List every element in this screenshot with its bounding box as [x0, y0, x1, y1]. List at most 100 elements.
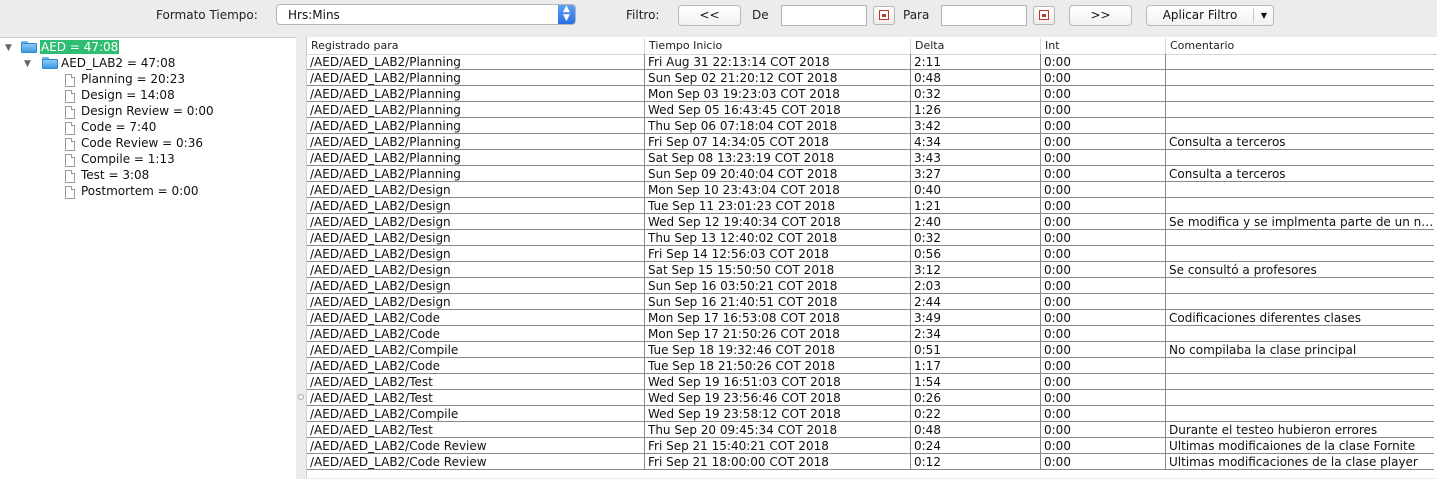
- cell-int[interactable]: 0:00: [1041, 246, 1166, 262]
- cell-comment[interactable]: [1166, 198, 1435, 214]
- cell-comment[interactable]: Ultimas modificaciones de la clase playe…: [1166, 454, 1435, 470]
- cell-int[interactable]: 0:00: [1041, 454, 1166, 470]
- divider-handle-icon[interactable]: [298, 394, 304, 400]
- cell-registered-for[interactable]: /AED/AED_LAB2/Planning: [307, 54, 645, 70]
- cell-registered-for[interactable]: /AED/AED_LAB2/Design: [307, 214, 645, 230]
- cell-int[interactable]: 0:00: [1041, 294, 1166, 310]
- cell-int[interactable]: 0:00: [1041, 102, 1166, 118]
- cell-comment[interactable]: No compilaba la clase principal: [1166, 342, 1435, 358]
- table-row[interactable]: /AED/AED_LAB2/Test Wed Sep 19 16:51:03 CO…: [307, 374, 1435, 390]
- cell-registered-for[interactable]: /AED/AED_LAB2/Design: [307, 294, 645, 310]
- cell-start-time[interactable]: Wed Sep 12 19:40:34 COT 2018: [645, 214, 911, 230]
- cell-comment[interactable]: [1166, 294, 1435, 310]
- cell-comment[interactable]: [1166, 182, 1435, 198]
- cell-start-time[interactable]: Wed Sep 05 16:43:45 COT 2018: [645, 102, 911, 118]
- table-row[interactable]: /AED/AED_LAB2/Code Mon Sep 17 21:50:26 CO…: [307, 326, 1435, 342]
- tree-phase-node[interactable]: Test = 3:08: [81, 168, 150, 182]
- cell-comment[interactable]: [1166, 326, 1435, 342]
- from-date-field[interactable]: [781, 5, 867, 26]
- to-calendar-button[interactable]: [1033, 6, 1055, 25]
- previous-period-button[interactable]: <<: [678, 5, 741, 26]
- cell-delta[interactable]: 0:56: [911, 246, 1041, 262]
- cell-registered-for[interactable]: /AED/AED_LAB2/Design: [307, 182, 645, 198]
- table-row[interactable]: /AED/AED_LAB2/Planning Fri Aug 31 22:13:1…: [307, 54, 1435, 70]
- vertical-scrollbar[interactable]: [1434, 55, 1437, 478]
- tree-phase-node[interactable]: Code Review = 0:36: [81, 136, 203, 150]
- cell-int[interactable]: 0:00: [1041, 86, 1166, 102]
- cell-registered-for[interactable]: /AED/AED_LAB2/Design: [307, 230, 645, 246]
- cell-start-time[interactable]: Sun Sep 09 20:40:04 COT 2018: [645, 166, 911, 182]
- table-row[interactable]: /AED/AED_LAB2/Compile Wed Sep 19 23:58:12…: [307, 406, 1435, 422]
- next-period-button[interactable]: >>: [1069, 5, 1132, 26]
- cell-start-time[interactable]: Sat Sep 15 15:50:50 COT 2018: [645, 262, 911, 278]
- cell-int[interactable]: 0:00: [1041, 374, 1166, 390]
- dropdown-arrow-icon[interactable]: ▼: [1260, 11, 1268, 20]
- table-row[interactable]: /AED/AED_LAB2/Planning Mon Sep 03 19:23:0…: [307, 86, 1435, 102]
- cell-delta[interactable]: 0:51: [911, 342, 1041, 358]
- cell-comment[interactable]: Durante el testeo hubieron errores: [1166, 422, 1435, 438]
- cell-registered-for[interactable]: /AED/AED_LAB2/Design: [307, 246, 645, 262]
- cell-comment[interactable]: Se consultó a profesores: [1166, 262, 1435, 278]
- column-header-int[interactable]: Int: [1041, 38, 1166, 54]
- cell-int[interactable]: 0:00: [1041, 342, 1166, 358]
- cell-start-time[interactable]: Mon Sep 17 21:50:26 COT 2018: [645, 326, 911, 342]
- cell-int[interactable]: 0:00: [1041, 438, 1166, 454]
- table-row[interactable]: /AED/AED_LAB2/Planning Sun Sep 09 20:40:0…: [307, 166, 1435, 182]
- table-row[interactable]: /AED/AED_LAB2/Code Review Fri Sep 21 18:0…: [307, 454, 1435, 470]
- time-format-select[interactable]: Hrs:Mins ▲ ▼: [276, 4, 576, 25]
- table-row[interactable]: /AED/AED_LAB2/Code Review Fri Sep 21 15:4…: [307, 438, 1435, 454]
- cell-start-time[interactable]: Wed Sep 19 16:51:03 COT 2018: [645, 374, 911, 390]
- cell-delta[interactable]: 1:26: [911, 102, 1041, 118]
- tree-phase-node[interactable]: Planning = 20:23: [81, 72, 185, 86]
- cell-start-time[interactable]: Tue Sep 18 19:32:46 COT 2018: [645, 342, 911, 358]
- cell-registered-for[interactable]: /AED/AED_LAB2/Code: [307, 310, 645, 326]
- cell-comment[interactable]: Consulta a terceros: [1166, 134, 1435, 150]
- cell-start-time[interactable]: Wed Sep 19 23:56:46 COT 2018: [645, 390, 911, 406]
- cell-registered-for[interactable]: /AED/AED_LAB2/Planning: [307, 102, 645, 118]
- cell-start-time[interactable]: Wed Sep 19 23:58:12 COT 2018: [645, 406, 911, 422]
- cell-registered-for[interactable]: /AED/AED_LAB2/Planning: [307, 134, 645, 150]
- cell-delta[interactable]: 0:26: [911, 390, 1041, 406]
- cell-comment[interactable]: [1166, 246, 1435, 262]
- table-row[interactable]: /AED/AED_LAB2/Design Sun Sep 16 03:50:21 …: [307, 278, 1435, 294]
- tree-phase-node[interactable]: Code = 7:40: [81, 120, 157, 134]
- cell-int[interactable]: 0:00: [1041, 358, 1166, 374]
- cell-delta[interactable]: 2:44: [911, 294, 1041, 310]
- tree-phase-node[interactable]: Design Review = 0:00: [81, 104, 214, 118]
- table-row[interactable]: /AED/AED_LAB2/Planning Sun Sep 02 21:20:1…: [307, 70, 1435, 86]
- cell-int[interactable]: 0:00: [1041, 150, 1166, 166]
- cell-comment[interactable]: Se modifica y se implmenta parte de un n…: [1166, 214, 1435, 230]
- cell-delta[interactable]: 2:40: [911, 214, 1041, 230]
- cell-int[interactable]: 0:00: [1041, 182, 1166, 198]
- tree-project-node[interactable]: AED_LAB2 = 47:08: [61, 56, 176, 70]
- cell-int[interactable]: 0:00: [1041, 54, 1166, 70]
- table-row[interactable]: /AED/AED_LAB2/Planning Thu Sep 06 07:18:0…: [307, 118, 1435, 134]
- cell-start-time[interactable]: Fri Sep 21 15:40:21 COT 2018: [645, 438, 911, 454]
- tree-phase-node[interactable]: Compile = 1:13: [81, 152, 175, 166]
- cell-delta[interactable]: 3:49: [911, 310, 1041, 326]
- cell-comment[interactable]: [1166, 150, 1435, 166]
- cell-registered-for[interactable]: /AED/AED_LAB2/Planning: [307, 118, 645, 134]
- cell-delta[interactable]: 4:34: [911, 134, 1041, 150]
- table-row[interactable]: /AED/AED_LAB2/Compile Tue Sep 18 19:32:46…: [307, 342, 1435, 358]
- cell-comment[interactable]: [1166, 70, 1435, 86]
- column-header-start-time[interactable]: Tiempo Inicio: [645, 38, 911, 54]
- cell-registered-for[interactable]: /AED/AED_LAB2/Code: [307, 358, 645, 374]
- tree-root-node[interactable]: AED = 47:08: [40, 40, 120, 54]
- cell-start-time[interactable]: Sun Sep 02 21:20:12 COT 2018: [645, 70, 911, 86]
- table-row[interactable]: /AED/AED_LAB2/Test Thu Sep 20 09:45:34 CO…: [307, 422, 1435, 438]
- cell-registered-for[interactable]: /AED/AED_LAB2/Design: [307, 198, 645, 214]
- cell-delta[interactable]: 3:27: [911, 166, 1041, 182]
- table-row[interactable]: /AED/AED_LAB2/Test Wed Sep 19 23:56:46 CO…: [307, 390, 1435, 406]
- cell-int[interactable]: 0:00: [1041, 310, 1166, 326]
- cell-delta[interactable]: 0:32: [911, 230, 1041, 246]
- cell-start-time[interactable]: Mon Sep 03 19:23:03 COT 2018: [645, 86, 911, 102]
- table-row[interactable]: /AED/AED_LAB2/Design Tue Sep 11 23:01:23 …: [307, 198, 1435, 214]
- cell-comment[interactable]: [1166, 358, 1435, 374]
- cell-comment[interactable]: [1166, 230, 1435, 246]
- cell-start-time[interactable]: Mon Sep 10 23:43:04 COT 2018: [645, 182, 911, 198]
- cell-start-time[interactable]: Fri Sep 14 12:56:03 COT 2018: [645, 246, 911, 262]
- cell-start-time[interactable]: Thu Sep 13 12:40:02 COT 2018: [645, 230, 911, 246]
- cell-start-time[interactable]: Fri Aug 31 22:13:14 COT 2018: [645, 54, 911, 70]
- expand-triangle-icon[interactable]: ▼: [24, 59, 31, 69]
